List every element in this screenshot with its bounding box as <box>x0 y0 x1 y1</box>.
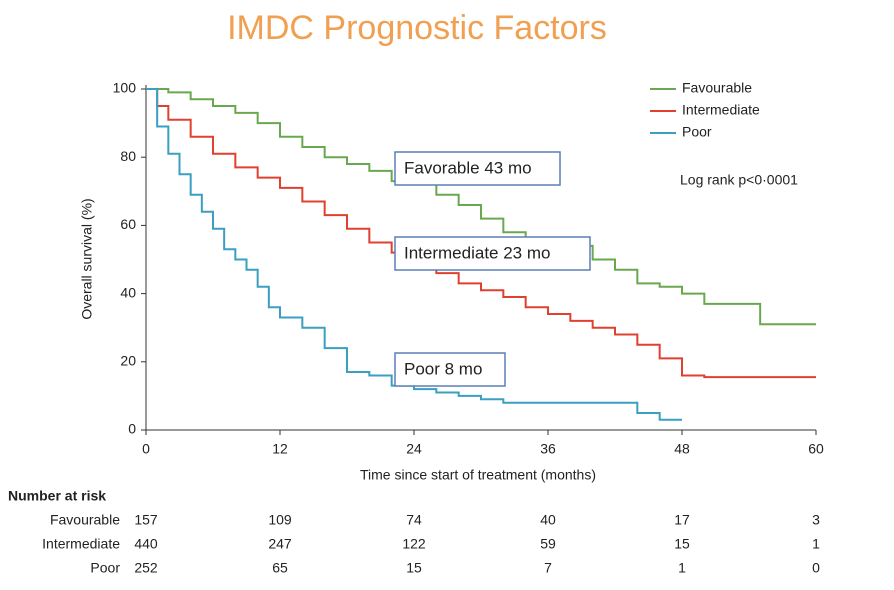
risk-count: 1 <box>678 560 686 576</box>
risk-row-label: Intermediate <box>42 536 120 552</box>
risk-count: 7 <box>544 560 552 576</box>
risk-count: 74 <box>406 512 422 528</box>
risk-count: 1 <box>812 536 820 552</box>
risk-count: 59 <box>540 536 556 552</box>
y-tick-label: 80 <box>120 148 136 164</box>
x-tick-label: 60 <box>808 441 824 457</box>
y-tick-label: 0 <box>128 421 136 437</box>
chart-title: IMDC Prognostic Factors <box>227 9 607 47</box>
risk-count: 0 <box>812 560 820 576</box>
risk-count: 3 <box>812 512 820 528</box>
risk-count: 15 <box>406 560 422 576</box>
risk-row-label: Favourable <box>50 512 120 528</box>
risk-count: 157 <box>134 512 158 528</box>
annotation: Log rank p<0·0001 <box>680 172 798 188</box>
legend-label: Poor <box>682 124 712 140</box>
y-tick-label: 100 <box>113 80 137 96</box>
x-tick-label: 48 <box>674 441 690 457</box>
legend-label: Intermediate <box>682 102 760 118</box>
risk-count: 440 <box>134 536 158 552</box>
risk-count: 122 <box>402 536 426 552</box>
annotation: Intermediate 23 mo <box>404 243 550 262</box>
legend-label: Favourable <box>682 80 752 96</box>
risk-count: 252 <box>134 560 158 576</box>
y-tick-label: 20 <box>120 353 136 369</box>
x-tick-label: 24 <box>406 441 422 457</box>
risk-count: 40 <box>540 512 556 528</box>
survival-curve <box>146 88 816 379</box>
risk-count: 65 <box>272 560 288 576</box>
annotation-box <box>394 352 506 387</box>
y-tick-label: 60 <box>120 216 136 232</box>
x-tick-label: 36 <box>540 441 556 457</box>
survival-curve <box>146 88 816 326</box>
risk-count: 109 <box>268 512 292 528</box>
x-tick-label: 12 <box>272 441 288 457</box>
y-tick-label: 40 <box>120 284 136 300</box>
risk-count: 17 <box>674 512 690 528</box>
x-axis-label: Time since start of treatment (months) <box>360 467 596 483</box>
survival-curve <box>146 88 682 421</box>
annotation: Favorable 43 mo <box>404 158 532 177</box>
x-tick-label: 0 <box>142 441 150 457</box>
annotation: Poor 8 mo <box>404 359 482 378</box>
annotation-box <box>394 151 561 186</box>
risk-count: 247 <box>268 536 292 552</box>
risk-table-title: Number at risk <box>8 488 106 504</box>
y-axis-label: Overall survival (%) <box>79 198 95 319</box>
risk-row-label: Poor <box>90 560 120 576</box>
annotation-box <box>394 236 591 271</box>
risk-count: 15 <box>674 536 690 552</box>
